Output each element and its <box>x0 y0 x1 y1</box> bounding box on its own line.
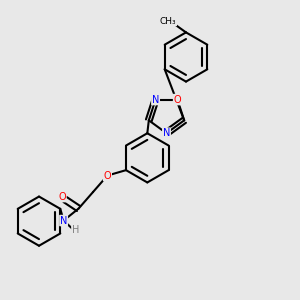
Text: O: O <box>174 94 181 105</box>
Text: O: O <box>58 191 66 202</box>
Text: CH₃: CH₃ <box>160 16 176 26</box>
Text: N: N <box>152 94 159 105</box>
Text: N: N <box>60 215 67 226</box>
Text: N: N <box>163 128 170 138</box>
Text: O: O <box>103 170 111 181</box>
Text: H: H <box>72 225 79 235</box>
